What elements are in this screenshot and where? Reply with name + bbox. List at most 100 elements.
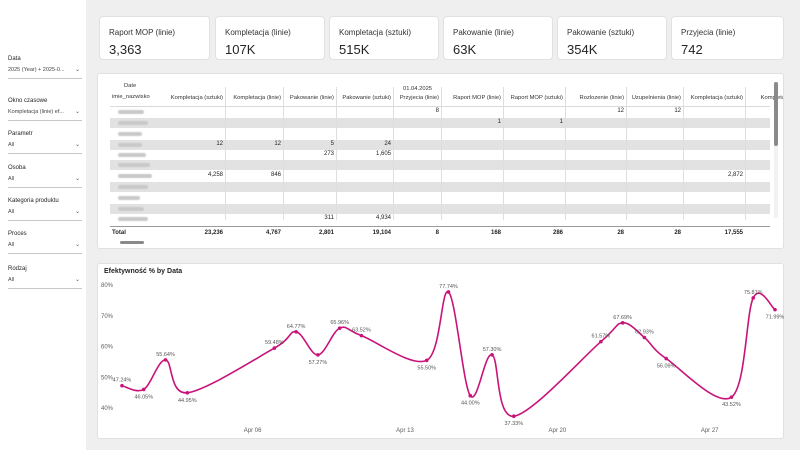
kpi-title: Przyjecia (linie)	[681, 28, 736, 37]
kpi-title: Kompletacja (linie)	[225, 28, 291, 37]
data-point[interactable]	[316, 353, 320, 357]
data-point[interactable]	[359, 333, 364, 338]
column-header[interactable]: Raport MOP (linie)	[453, 95, 501, 101]
slicer-value: Kompletacja (linie) ef...	[8, 109, 64, 115]
data-point[interactable]	[120, 383, 124, 388]
matrix-visual[interactable]: Date imie_nazwisko 01.04.2025 Kompletacja (…	[97, 73, 784, 249]
data-point[interactable]	[446, 290, 451, 294]
vertical-scrollbar-track[interactable]	[774, 82, 778, 218]
data-label: 56.09%	[657, 364, 676, 370]
kpi-card-pakowanie-linie[interactable]: Pakowanie (linie) 63K	[443, 16, 553, 60]
kpi-card-pakowanie-sztuki[interactable]: Pakowanie (sztuki) 354K	[557, 16, 667, 60]
data-point[interactable]	[272, 346, 277, 350]
column-header[interactable]: Kompletacja (sztuki)	[690, 95, 743, 101]
slicer-kategoria-produktu[interactable]: Kategoria produktu All ⌄	[8, 198, 82, 221]
kpi-card-przyjecia-linie[interactable]: Przyjecia (linie) 742	[671, 16, 784, 60]
slicer-dropdown[interactable]: 2025 (Year) + 2025-0... ⌄	[8, 67, 82, 78]
data-point[interactable]	[664, 356, 668, 361]
column-header[interactable]: Pakowanie (sztuki)	[342, 95, 391, 101]
row-header[interactable]: imie_nazwisko	[112, 94, 150, 100]
table-cell: 4,258	[207, 172, 223, 178]
column-header-date[interactable]: Date	[124, 83, 137, 89]
table-cell: 1	[497, 119, 501, 125]
kpi-value: 354K	[567, 42, 598, 57]
slicer-dropdown[interactable]: All ⌄	[8, 209, 82, 220]
chevron-down-icon[interactable]: ⌄	[74, 242, 80, 248]
x-tick-label: Apr 13	[396, 428, 414, 434]
chevron-down-icon[interactable]: ⌄	[74, 67, 80, 73]
total-cell: 28	[617, 230, 624, 236]
column-header[interactable]: Przyjecia (linie)	[399, 95, 439, 101]
slicer-dropdown[interactable]: All ⌄	[8, 242, 82, 253]
slicer-label: Osoba	[8, 165, 26, 171]
date-group-header[interactable]: 01.04.2025	[403, 86, 433, 92]
data-point[interactable]	[337, 326, 342, 330]
chevron-down-icon[interactable]: ⌄	[74, 142, 80, 148]
slicer-data[interactable]: Data 2025 (Year) + 2025-0... ⌄	[8, 56, 82, 79]
column-header[interactable]: Rozlozenie (linie)	[579, 95, 624, 101]
row-stripe	[110, 204, 770, 214]
slicer-dropdown[interactable]: Kompletacja (linie) ef... ⌄	[8, 109, 82, 120]
chevron-down-icon[interactable]: ⌄	[74, 176, 80, 182]
row-name-redacted	[118, 196, 140, 200]
slicer-rodzaj[interactable]: Rodzaj All ⌄	[8, 266, 82, 289]
column-header[interactable]: Uzupelnienia (linie)	[631, 95, 681, 101]
column-divider	[283, 87, 284, 220]
slicer-dropdown[interactable]: All ⌄	[8, 176, 82, 187]
data-label: 71.99%	[766, 315, 785, 321]
data-point[interactable]	[468, 393, 473, 398]
table-cell: 12	[617, 108, 624, 114]
data-point[interactable]	[620, 321, 625, 325]
vertical-scrollbar-thumb[interactable]	[774, 82, 778, 146]
slicer-value: All	[8, 277, 15, 283]
data-label: 55.50%	[417, 365, 436, 371]
table-cell: 2,872	[727, 172, 743, 178]
column-header[interactable]: Kompletacja (sztuki)	[170, 95, 223, 101]
total-cell: 23,236	[204, 230, 223, 236]
slicer-dropdown[interactable]: All ⌄	[8, 277, 82, 288]
data-point[interactable]	[642, 335, 647, 340]
data-label: 57.30%	[483, 347, 502, 353]
data-point[interactable]	[163, 358, 168, 362]
row-name-redacted	[118, 121, 148, 125]
horizontal-scrollbar-thumb[interactable]	[120, 241, 144, 244]
total-cell: 168	[490, 230, 501, 236]
column-header[interactable]: Kompletacja (linie)	[233, 95, 281, 101]
chevron-down-icon[interactable]: ⌄	[74, 109, 80, 115]
kpi-card-kompletacja-sztuki[interactable]: Kompletacja (sztuki) 515K	[329, 16, 439, 60]
data-point[interactable]	[512, 414, 516, 419]
slicer-value: All	[8, 142, 15, 148]
data-point[interactable]	[424, 358, 429, 363]
data-point[interactable]	[599, 339, 603, 344]
table-cell: 12	[274, 141, 281, 147]
column-divider	[565, 87, 566, 220]
chevron-down-icon[interactable]: ⌄	[74, 277, 80, 283]
slicer-osoba[interactable]: Osoba All ⌄	[8, 165, 82, 188]
data-point[interactable]	[773, 307, 777, 312]
slicer-parametr[interactable]: Parametr All ⌄	[8, 131, 82, 154]
total-divider	[110, 226, 770, 227]
column-header[interactable]: Kompletac	[760, 95, 783, 101]
row-name-redacted	[118, 110, 144, 114]
slicer-dropdown[interactable]: All ⌄	[8, 142, 82, 153]
slicer-okno-czasowe[interactable]: Okno czasowe Kompletacja (linie) ef... ⌄	[8, 98, 82, 121]
column-header[interactable]: Pakowanie (linie)	[289, 95, 334, 101]
data-point[interactable]	[751, 296, 756, 300]
data-point[interactable]	[490, 353, 494, 357]
data-label: 55.64%	[156, 352, 175, 358]
table-cell: 311	[324, 215, 334, 221]
data-point[interactable]	[729, 395, 734, 399]
filter-pane: Data 2025 (Year) + 2025-0... ⌄ Okno czaso…	[0, 0, 86, 450]
kpi-card-raport-mop-linie[interactable]: Raport MOP (linie) 3,363	[99, 16, 210, 60]
chevron-down-icon[interactable]: ⌄	[74, 209, 80, 215]
data-point[interactable]	[141, 387, 146, 392]
line-chart-visual[interactable]: Efektywność % by Data 40% 50% 60% 70% 80% Apr…	[97, 263, 784, 439]
data-point[interactable]	[294, 330, 298, 334]
line-chart-canvas: 40% 50% 60% 70% 80% Apr 06 Apr 13 Apr 20 Apr 27 4…	[101, 283, 785, 434]
data-point[interactable]	[185, 390, 190, 395]
total-cell: 19,104	[372, 230, 391, 236]
slicer-proces[interactable]: Proces All ⌄	[8, 231, 82, 254]
divider	[8, 253, 82, 254]
column-header[interactable]: Raport MOP (sztuki)	[510, 95, 563, 101]
kpi-card-kompletacja-linie[interactable]: Kompletacja (linie) 107K	[215, 16, 325, 60]
